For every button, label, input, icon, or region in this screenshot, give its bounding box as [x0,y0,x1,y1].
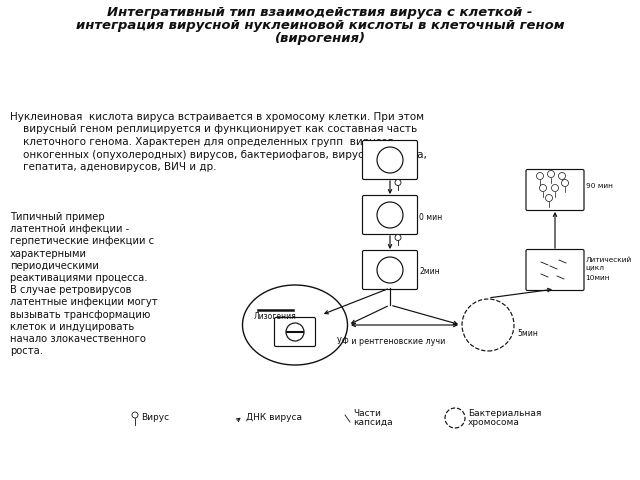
FancyBboxPatch shape [362,141,417,180]
Text: клеток и индуцировать: клеток и индуцировать [10,322,134,332]
Text: вирусный геном реплицируется и функционирует как составная часть: вирусный геном реплицируется и функциони… [10,124,417,134]
FancyBboxPatch shape [526,169,584,211]
Text: латентной инфекции -: латентной инфекции - [10,224,129,234]
Text: 10мин: 10мин [586,275,610,281]
Circle shape [552,184,559,192]
Circle shape [395,235,401,240]
Text: интеграция вирусной нуклеиновой кислоты в клеточный геном: интеграция вирусной нуклеиновой кислоты … [76,19,564,32]
Text: Литический
цикл: Литический цикл [586,257,632,271]
Text: 0 мин: 0 мин [419,213,442,221]
Text: 2мин: 2мин [419,267,440,276]
Text: гепатита, аденовирусов, ВИЧ и др.: гепатита, аденовирусов, ВИЧ и др. [10,162,216,172]
Text: характерными: характерными [10,249,87,259]
Circle shape [462,299,514,351]
Circle shape [286,323,304,341]
Text: Интегративный тип взаимодействия вируса с клеткой -: Интегративный тип взаимодействия вируса … [108,6,532,19]
Text: В случае ретровирусов: В случае ретровирусов [10,285,131,295]
Text: периодическими: периодическими [10,261,99,271]
Circle shape [540,184,547,192]
Text: Лизогения: Лизогения [253,312,296,321]
Circle shape [561,180,568,187]
Text: Вирус: Вирус [141,413,169,422]
Text: онкогенных (опухолеродных) вирусов, бактериофагов, вирусов герпеса,: онкогенных (опухолеродных) вирусов, бакт… [10,149,427,159]
Text: латентные инфекции могут: латентные инфекции могут [10,298,157,307]
Circle shape [377,202,403,228]
Text: 90 мин: 90 мин [586,183,612,189]
FancyBboxPatch shape [275,317,316,347]
Text: начало злокачественного: начало злокачественного [10,334,146,344]
FancyBboxPatch shape [362,251,417,289]
Text: ДНК вируса: ДНК вируса [246,413,302,422]
Text: реактивациями процесса.: реактивациями процесса. [10,273,147,283]
Text: роста.: роста. [10,346,43,356]
Text: (вирогения): (вирогения) [275,32,365,45]
Circle shape [132,412,138,418]
Text: Типичный пример: Типичный пример [10,212,104,222]
Circle shape [536,172,543,180]
Circle shape [559,172,566,180]
Circle shape [395,180,401,185]
Text: Бактериальная
хромосома: Бактериальная хромосома [468,408,541,427]
Circle shape [547,170,554,178]
Circle shape [377,147,403,173]
Text: Нуклеиновая  кислота вируса встраивается в хромосому клетки. При этом: Нуклеиновая кислота вируса встраивается … [10,112,424,122]
Text: 5мин: 5мин [517,328,538,337]
FancyBboxPatch shape [362,195,417,235]
Circle shape [545,194,552,202]
Text: Части
капсида: Части капсида [353,408,392,427]
Ellipse shape [243,285,348,365]
Text: УФ и рентгеновские лучи: УФ и рентгеновские лучи [337,337,445,346]
Circle shape [445,408,465,428]
Text: вызывать трансформацию: вызывать трансформацию [10,310,150,320]
Circle shape [377,257,403,283]
Text: герпетические инфекции с: герпетические инфекции с [10,236,154,246]
Text: клеточного генома. Характерен для определенных групп  вирусов:: клеточного генома. Характерен для опреде… [10,137,397,147]
FancyBboxPatch shape [526,250,584,290]
